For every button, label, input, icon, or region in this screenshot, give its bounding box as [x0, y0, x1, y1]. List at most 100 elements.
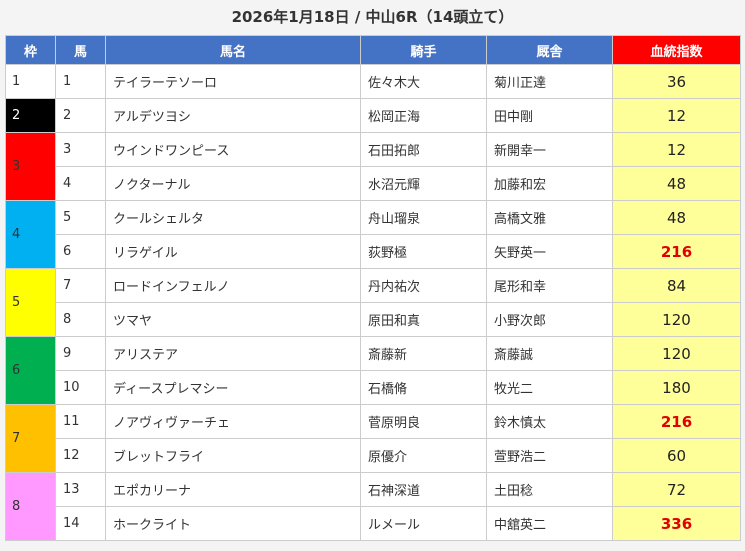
horse-name-cell: ノクターナル: [105, 166, 361, 201]
table-row: 4 5 クールシェルタ 舟山瑠泉 高橋文雅 48: [5, 200, 741, 269]
header-score: 血統指数: [612, 35, 741, 65]
trainer-cell: 尾形和幸: [486, 268, 613, 303]
horse-number-cell: 13: [55, 472, 106, 507]
table-row: 7 11 ノアヴィヴァーチェ 菅原明良 鈴木慎太 216: [5, 404, 741, 473]
table-row: 8 13 エポカリーナ 石神深道 土田稔 72: [5, 472, 741, 541]
trainer-cell: 新開幸一: [486, 132, 613, 167]
table-header: 枠 馬 馬名 騎手 厩舎 血統指数: [5, 35, 741, 65]
jockey-cell: 石神深道: [360, 472, 487, 507]
trainer-cell: 土田稔: [486, 472, 613, 507]
horse-name-cell: ブレットフライ: [105, 438, 361, 473]
jockey-cell: 丹内祐次: [360, 268, 487, 303]
jockey-cell: 石田拓郎: [360, 132, 487, 167]
jockey-cell: 斎藤新: [360, 336, 487, 371]
header-jockey: 騎手: [360, 35, 487, 65]
table-row: 1 1 テイラーテソーロ 佐々木大 菊川正達 36: [5, 64, 741, 99]
jockey-cell: 石橋脩: [360, 370, 487, 405]
horse-number-cell: 3: [55, 132, 106, 167]
jockey-cell: 松岡正海: [360, 98, 487, 133]
horse-number-cell: 1: [55, 64, 106, 99]
score-cell: 84: [612, 268, 741, 303]
jockey-cell: 菅原明良: [360, 404, 487, 439]
frame-cell: 3: [5, 132, 56, 201]
score-cell: 60: [612, 438, 741, 473]
table-row: 3 3 ウインドワンピース 石田拓郎 新開幸一 12: [5, 132, 741, 201]
score-cell: 120: [612, 336, 741, 371]
horse-name-cell: ホークライト: [105, 506, 361, 541]
frame-cell: 1: [5, 64, 56, 99]
horse-name-cell: ディースプレマシー: [105, 370, 361, 405]
table-row: 5 7 ロードインフェルノ 丹内祐次 尾形和幸 84: [5, 268, 741, 337]
score-cell: 72: [612, 472, 741, 507]
score-cell: 180: [612, 370, 741, 405]
horse-name-cell: アリステア: [105, 336, 361, 371]
horse-name-cell: ノアヴィヴァーチェ: [105, 404, 361, 439]
trainer-cell: 菊川正達: [486, 64, 613, 99]
horse-name-cell: クールシェルタ: [105, 200, 361, 235]
frame-cell: 8: [5, 472, 56, 541]
trainer-cell: 萱野浩二: [486, 438, 613, 473]
horse-number-cell: 7: [55, 268, 106, 303]
horse-name-cell: ロードインフェルノ: [105, 268, 361, 303]
table-row: 6 9 アリステア 斎藤新 斎藤誠 120: [5, 336, 741, 405]
horse-number-cell: 8: [55, 302, 106, 337]
horse-number-cell: 2: [55, 98, 106, 133]
header-number: 馬: [55, 35, 106, 65]
horse-name-cell: リラゲイル: [105, 234, 361, 269]
horse-name-cell: エポカリーナ: [105, 472, 361, 507]
score-cell: 120: [612, 302, 741, 337]
trainer-cell: 鈴木慎太: [486, 404, 613, 439]
frame-cell: 4: [5, 200, 56, 269]
jockey-cell: 荻野極: [360, 234, 487, 269]
table-row: 6 リラゲイル 荻野極 矢野英一 216: [6, 234, 741, 269]
frame-cell: 2: [5, 98, 56, 133]
header-frame: 枠: [5, 35, 56, 65]
trainer-cell: 田中剛: [486, 98, 613, 133]
jockey-cell: ルメール: [360, 506, 487, 541]
score-cell: 12: [612, 132, 741, 167]
trainer-cell: 小野次郎: [486, 302, 613, 337]
jockey-cell: 佐々木大: [360, 64, 487, 99]
horse-name-cell: ツマヤ: [105, 302, 361, 337]
trainer-cell: 高橋文雅: [486, 200, 613, 235]
race-table: 枠 馬 馬名 騎手 厩舎 血統指数 1 1 テイラーテソーロ 佐々木大 菊川正達 36 2 2…: [5, 35, 741, 541]
trainer-cell: 矢野英一: [486, 234, 613, 269]
horse-number-cell: 11: [55, 404, 106, 439]
frame-cell: 5: [5, 268, 56, 337]
table-row: 10 ディースプレマシー 石橋脩 牧光二 180: [6, 370, 741, 405]
horse-number-cell: 5: [55, 200, 106, 235]
jockey-cell: 水沼元輝: [360, 166, 487, 201]
score-cell: 36: [612, 64, 741, 99]
score-cell: 48: [612, 166, 741, 201]
horse-number-cell: 10: [55, 370, 106, 405]
score-cell: 216: [612, 234, 741, 269]
jockey-cell: 原優介: [360, 438, 487, 473]
score-cell: 12: [612, 98, 741, 133]
frame-cell: 6: [5, 336, 56, 405]
table-row: 4 ノクターナル 水沼元輝 加藤和宏 48: [6, 166, 741, 201]
horse-name-cell: アルデツヨシ: [105, 98, 361, 133]
jockey-cell: 舟山瑠泉: [360, 200, 487, 235]
table-row: 12 ブレットフライ 原優介 萱野浩二 60: [6, 438, 741, 473]
score-cell: 48: [612, 200, 741, 235]
jockey-cell: 原田和真: [360, 302, 487, 337]
table-row: 2 2 アルデツヨシ 松岡正海 田中剛 12: [5, 98, 741, 133]
trainer-cell: 斎藤誠: [486, 336, 613, 371]
score-cell: 216: [612, 404, 741, 439]
horse-number-cell: 4: [55, 166, 106, 201]
header-trainer: 厩舎: [486, 35, 613, 65]
horse-number-cell: 9: [55, 336, 106, 371]
trainer-cell: 加藤和宏: [486, 166, 613, 201]
table-row: 8 ツマヤ 原田和真 小野次郎 120: [6, 302, 741, 337]
horse-number-cell: 14: [55, 506, 106, 541]
horse-name-cell: テイラーテソーロ: [105, 64, 361, 99]
table-row: 14 ホークライト ルメール 中舘英二 336: [6, 506, 741, 541]
score-cell: 336: [612, 506, 741, 541]
trainer-cell: 牧光二: [486, 370, 613, 405]
horse-name-cell: ウインドワンピース: [105, 132, 361, 167]
header-name: 馬名: [105, 35, 361, 65]
frame-cell: 7: [5, 404, 56, 473]
page-title: 2026年1月18日 / 中山6R（14頭立て）: [231, 8, 514, 26]
horse-number-cell: 6: [55, 234, 106, 269]
trainer-cell: 中舘英二: [486, 506, 613, 541]
